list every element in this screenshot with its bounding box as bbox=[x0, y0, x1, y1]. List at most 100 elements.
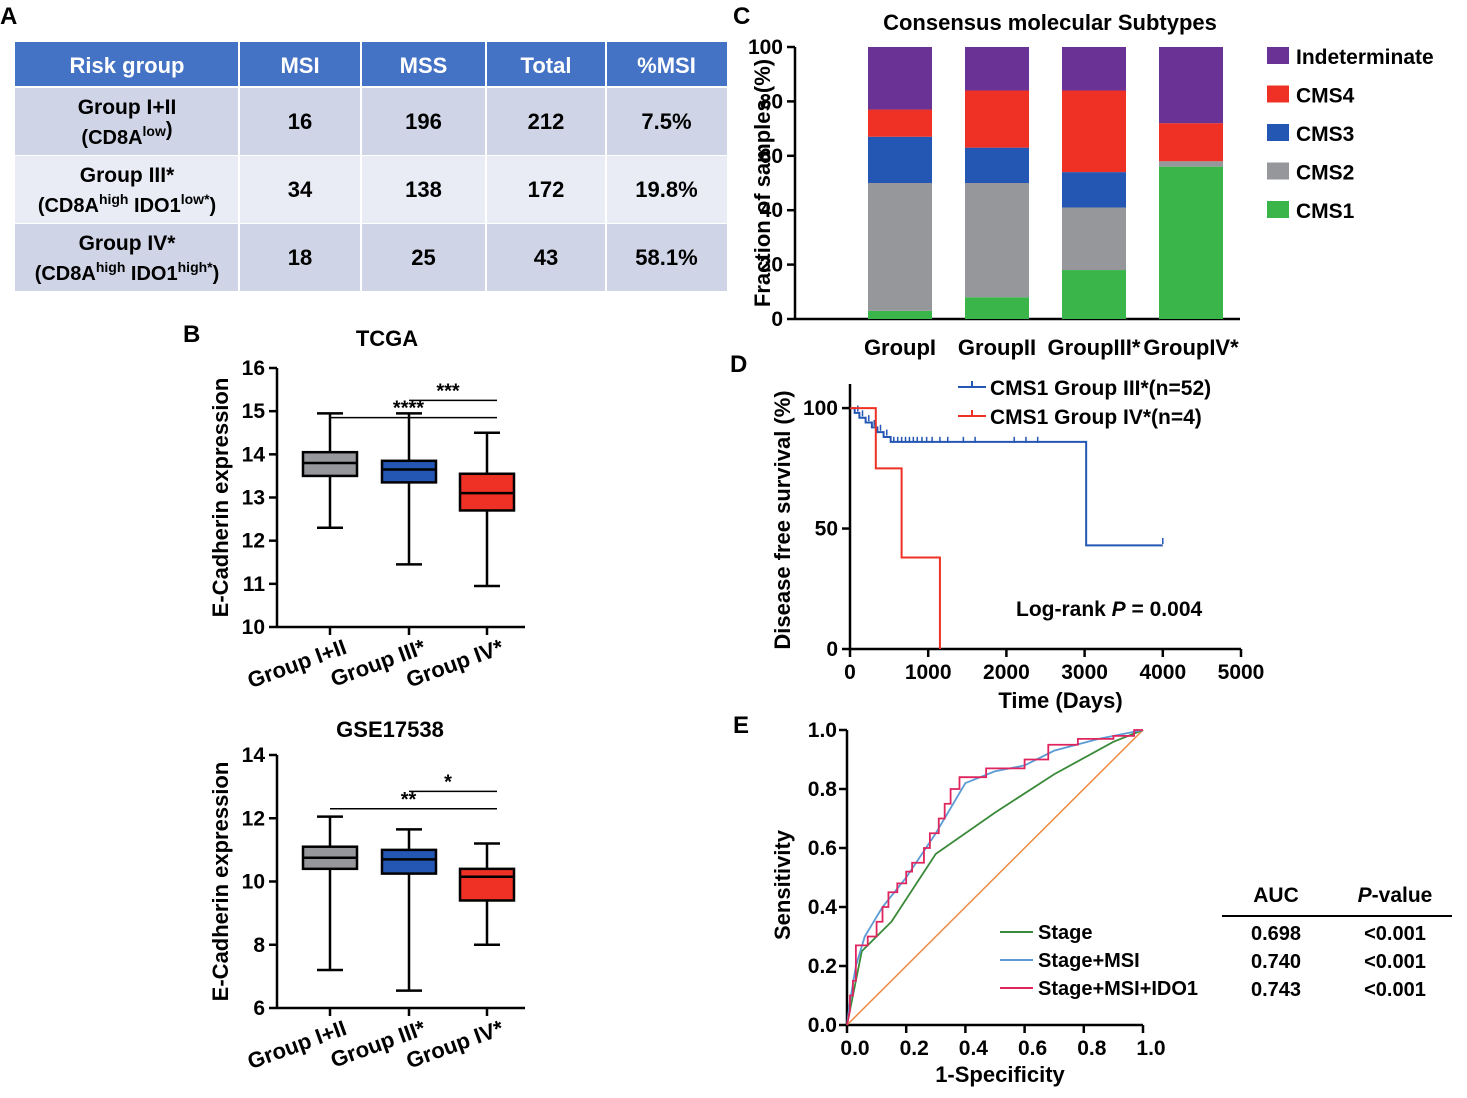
bar-segment-indeterminate bbox=[868, 47, 932, 110]
legend-swatch bbox=[1267, 85, 1289, 103]
x-tick-label: 0 bbox=[844, 661, 856, 684]
y-tick-label: 16 bbox=[242, 357, 265, 380]
table-row bbox=[15, 224, 727, 291]
legend-label: CMS3 bbox=[1296, 123, 1354, 146]
bar-segment-indeterminate bbox=[1159, 47, 1223, 124]
table-header-cell: MSI bbox=[280, 53, 319, 78]
y-tick-label: 0 bbox=[771, 308, 783, 331]
y-tick-label: 40 bbox=[760, 199, 783, 222]
bar-segment-cms2 bbox=[868, 183, 932, 311]
table-row bbox=[15, 156, 727, 223]
y-tick-label: 0.2 bbox=[808, 955, 837, 978]
x-tick-label: GroupI bbox=[864, 335, 936, 360]
log-rank-annotation: Log-rank P = 0.004 bbox=[1016, 598, 1202, 621]
bar-segment-cms1 bbox=[1159, 166, 1223, 319]
y-tick-label: 12 bbox=[242, 530, 265, 553]
x-tick-label: 1.0 bbox=[1136, 1037, 1165, 1060]
group-name-cell: Group III* bbox=[80, 164, 175, 187]
y-tick-label: 100 bbox=[803, 397, 838, 420]
legend-label: Indeterminate bbox=[1296, 46, 1434, 69]
table-value-cell: 18 bbox=[288, 245, 312, 270]
cms-stacked-bar-chart: Consensus molecular Subtypes 0 20 40 60 80 100… bbox=[748, 10, 1434, 360]
legend-label: CMS1 bbox=[1296, 200, 1355, 223]
table-value-cell: 25 bbox=[411, 245, 435, 270]
table-value-cell: 212 bbox=[528, 109, 565, 134]
table-value-cell: 7.5% bbox=[641, 109, 691, 134]
significance-label: *** bbox=[436, 380, 460, 402]
y-tick-label: 1.0 bbox=[808, 719, 837, 742]
table-value-cell: 16 bbox=[288, 109, 312, 134]
box-body bbox=[380, 459, 438, 484]
table-value-cell: 43 bbox=[534, 245, 558, 270]
bar-segment-cms3 bbox=[1062, 172, 1126, 208]
x-tick-label: GroupIV* bbox=[1143, 335, 1239, 360]
box-body bbox=[458, 867, 516, 902]
legend-swatch bbox=[1267, 201, 1289, 218]
table-value-cell: 58.1% bbox=[635, 245, 697, 270]
panel-label-e: E bbox=[733, 712, 749, 739]
significance-label: ** bbox=[401, 789, 417, 811]
legend-label: CMS1 Group IV*(n=4) bbox=[990, 406, 1202, 429]
table-value-cell: 196 bbox=[405, 109, 442, 134]
significance-label: **** bbox=[393, 398, 424, 420]
y-tick-label: 15 bbox=[242, 400, 266, 423]
y-tick-label: 14 bbox=[242, 443, 266, 466]
y-tick-label: 14 bbox=[242, 744, 266, 767]
table-value-cell: 172 bbox=[528, 177, 565, 202]
reference-diagonal bbox=[846, 729, 1144, 1026]
chart-title: Consensus molecular Subtypes bbox=[883, 10, 1217, 35]
group-name-cell: Group IV* bbox=[79, 232, 177, 255]
legend-label: CMS1 Group III*(n=52) bbox=[990, 377, 1211, 400]
auc-header: AUC bbox=[1253, 884, 1299, 907]
roc-curve-chart: 0.0 0.2 0.4 0.6 0.8 1.0 0.0 0.2 0.4 0.6 0.8 1.0 1-Sp… bbox=[770, 719, 1452, 1087]
bar-segment-cms1 bbox=[965, 297, 1029, 319]
p-value: <0.001 bbox=[1364, 979, 1426, 1001]
y-tick-label: 0.6 bbox=[808, 837, 837, 860]
table-value-cell: 34 bbox=[288, 177, 313, 202]
p-value: <0.001 bbox=[1364, 951, 1426, 973]
auc-value: 0.743 bbox=[1251, 979, 1301, 1001]
y-tick-label: 6 bbox=[253, 997, 265, 1020]
table-header-cell: %MSI bbox=[637, 53, 696, 78]
group-name-cell: Group I+II bbox=[78, 96, 177, 119]
y-tick-label: 50 bbox=[815, 518, 838, 541]
legend-label: Stage+MSI bbox=[1038, 950, 1140, 972]
box-body bbox=[380, 848, 438, 875]
x-tick-label: GroupIII* bbox=[1048, 335, 1141, 360]
y-axis-label: Sensitivity bbox=[770, 829, 795, 940]
legend-label: CMS2 bbox=[1296, 162, 1354, 185]
x-tick-label: 0.2 bbox=[900, 1037, 929, 1060]
group-subtitle-cell: (CD8Ahigh IDO1low*) bbox=[38, 191, 216, 217]
legend-label: Stage bbox=[1038, 922, 1092, 944]
panel-label-b: B bbox=[183, 321, 200, 348]
x-tick-label: 0.6 bbox=[1018, 1037, 1047, 1060]
y-tick-label: 20 bbox=[760, 254, 783, 277]
bar-segment-cms1 bbox=[1062, 270, 1126, 319]
bar-segment-indeterminate bbox=[1062, 47, 1126, 91]
survival-curve bbox=[850, 407, 1163, 547]
bar-segment-cms4 bbox=[1159, 123, 1223, 162]
x-axis-label: Time (Days) bbox=[998, 688, 1122, 713]
y-tick-label: 10 bbox=[242, 871, 265, 894]
y-axis-label: E-Cadherin expression bbox=[208, 378, 233, 618]
chart-title: TCGA bbox=[356, 326, 418, 351]
table-row bbox=[15, 88, 727, 155]
bar-segment-cms4 bbox=[868, 109, 932, 137]
x-axis-label: 1-Specificity bbox=[935, 1062, 1065, 1087]
chart-title: GSE17538 bbox=[336, 717, 444, 742]
survival-curve bbox=[850, 407, 941, 649]
y-tick-label: 8 bbox=[253, 934, 265, 957]
table-header-cell: MSS bbox=[400, 53, 448, 78]
y-axis-label: E-Cadherin expression bbox=[208, 762, 233, 1002]
bar-segment-cms3 bbox=[868, 136, 932, 183]
legend-swatch bbox=[1267, 162, 1289, 180]
y-axis-label: Fraction of samples (%) bbox=[750, 59, 775, 307]
table-header-cell: Total bbox=[521, 53, 572, 78]
x-tick-label: 0.4 bbox=[959, 1037, 989, 1060]
legend-label: Stage+MSI+IDO1 bbox=[1038, 978, 1198, 1000]
panel-label-c: C bbox=[733, 3, 750, 30]
x-tick-label: 2000 bbox=[983, 661, 1030, 684]
